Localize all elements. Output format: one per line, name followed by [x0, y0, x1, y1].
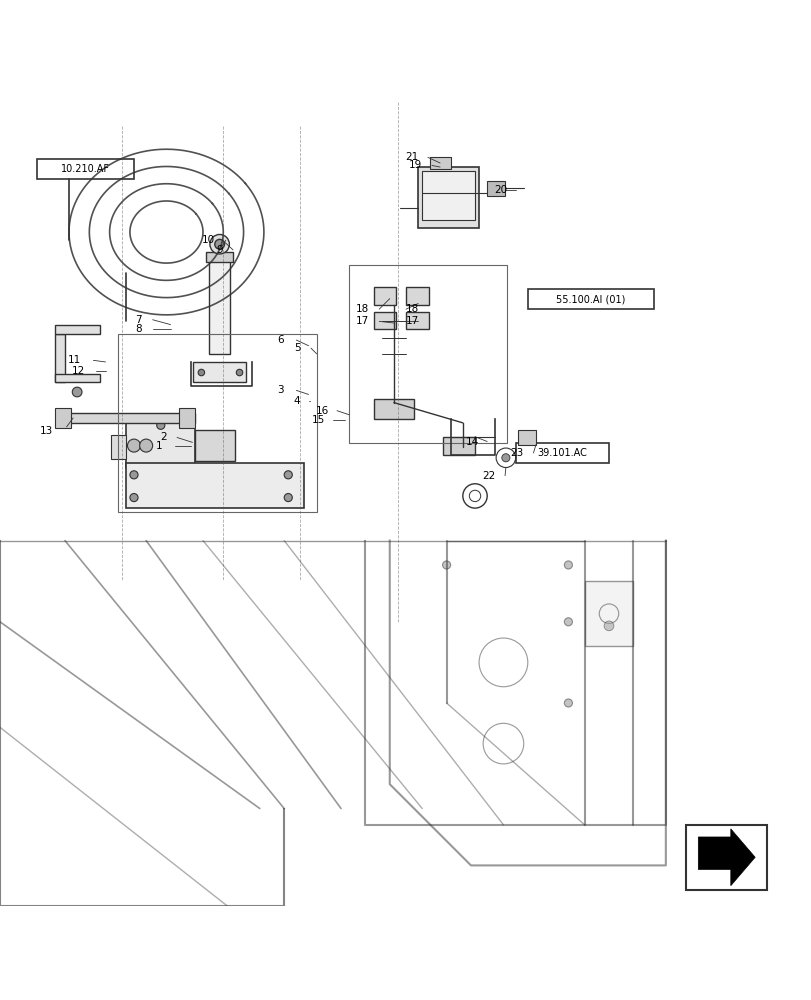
Bar: [178, 408, 195, 428]
Text: 21: 21: [405, 152, 418, 162]
Circle shape: [603, 621, 613, 631]
Bar: [55, 334, 65, 382]
Text: 19: 19: [409, 160, 422, 170]
Text: 22: 22: [482, 471, 495, 481]
Circle shape: [127, 439, 140, 452]
Bar: [57, 413, 195, 423]
Bar: [527, 289, 653, 309]
Text: 5: 5: [294, 343, 300, 353]
Text: 17: 17: [356, 316, 369, 326]
Bar: [406, 287, 428, 305]
Bar: [422, 171, 474, 220]
Text: 10.210.AF: 10.210.AF: [61, 164, 109, 174]
Text: 7: 7: [135, 315, 142, 325]
Bar: [55, 408, 71, 428]
Bar: [373, 287, 396, 305]
Text: 16: 16: [315, 406, 328, 416]
Circle shape: [442, 561, 450, 569]
Text: 18: 18: [356, 304, 369, 314]
Bar: [442, 437, 474, 455]
Circle shape: [564, 699, 572, 707]
Text: 6: 6: [277, 335, 284, 345]
Circle shape: [209, 234, 230, 254]
Text: 23: 23: [510, 448, 523, 458]
Text: 11: 11: [68, 355, 81, 365]
Bar: [195, 430, 235, 461]
Text: 20: 20: [494, 185, 507, 195]
Bar: [517, 430, 535, 445]
Bar: [418, 167, 478, 228]
Text: 14: 14: [466, 437, 478, 447]
Circle shape: [564, 561, 572, 569]
Circle shape: [72, 387, 82, 397]
Bar: [111, 435, 126, 459]
Bar: [209, 260, 230, 354]
Bar: [36, 159, 134, 179]
Circle shape: [214, 239, 224, 249]
Text: 17: 17: [406, 316, 418, 326]
Text: 13: 13: [40, 426, 53, 436]
Bar: [515, 443, 608, 463]
Text: 4: 4: [294, 396, 300, 406]
Bar: [193, 362, 246, 382]
Circle shape: [130, 471, 138, 479]
Bar: [406, 312, 428, 329]
Circle shape: [157, 421, 165, 429]
Circle shape: [501, 454, 509, 462]
Polygon shape: [697, 829, 754, 886]
Text: 10: 10: [202, 235, 215, 245]
Text: 18: 18: [406, 304, 418, 314]
Bar: [584, 581, 633, 646]
Circle shape: [130, 494, 138, 502]
Circle shape: [284, 471, 292, 479]
Text: 1: 1: [156, 441, 162, 451]
Bar: [487, 181, 504, 196]
Bar: [126, 463, 304, 508]
Bar: [373, 398, 414, 419]
Circle shape: [564, 618, 572, 626]
Circle shape: [236, 369, 242, 376]
Bar: [55, 325, 100, 334]
Text: 2: 2: [160, 432, 166, 442]
Text: 55.100.AI (01): 55.100.AI (01): [556, 294, 624, 304]
Text: 15: 15: [311, 415, 324, 425]
Text: 3: 3: [277, 385, 284, 395]
Text: 39.101.AC: 39.101.AC: [537, 448, 586, 458]
Text: 8: 8: [135, 324, 142, 334]
Bar: [55, 374, 100, 382]
Bar: [349, 265, 507, 443]
Bar: [685, 825, 766, 890]
Circle shape: [139, 439, 152, 452]
Bar: [126, 423, 195, 468]
Circle shape: [284, 494, 292, 502]
Circle shape: [198, 369, 204, 376]
Text: 12: 12: [72, 366, 85, 376]
Bar: [118, 334, 316, 512]
Bar: [206, 252, 233, 262]
Text: 9: 9: [217, 245, 223, 255]
Bar: [373, 312, 396, 329]
Bar: [430, 157, 450, 169]
